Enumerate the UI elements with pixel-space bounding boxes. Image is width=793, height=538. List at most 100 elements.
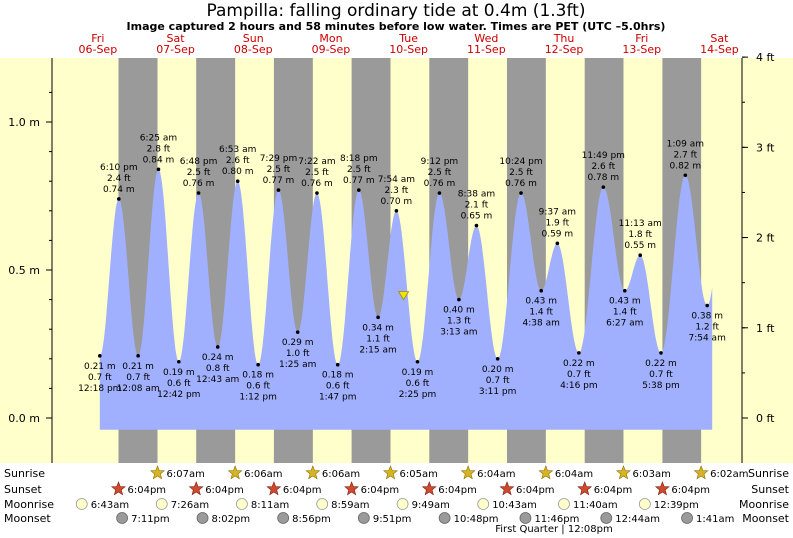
sunset-icon <box>110 481 126 496</box>
moonset-time: 8:56pm <box>292 514 331 525</box>
extreme-label: 0.6 ft <box>406 379 430 389</box>
extreme-label: 6:53 am <box>219 145 256 155</box>
moonrise-time: 9:49am <box>412 500 450 511</box>
extreme-point <box>117 197 121 201</box>
extreme-label: 11:49 pm <box>582 151 625 161</box>
moon-phase: First Quarter | 12:08pm <box>495 524 613 535</box>
sunrise-time: 6:04am <box>477 469 515 480</box>
sunrise-label-right: Sunrise <box>748 467 789 480</box>
moonrise-label-left: Moonrise <box>4 498 54 511</box>
day-date: 10-Sep <box>389 43 428 56</box>
day-date: 13-Sep <box>622 43 661 56</box>
extreme-label: 2:15 am <box>359 345 396 355</box>
moonrise-icon <box>396 498 409 510</box>
extreme-label: 0.55 m <box>624 241 656 251</box>
moonset-time: 11:46pm <box>534 514 579 525</box>
extreme-label: 2.4 ft <box>107 174 131 184</box>
sunset-icon <box>577 481 593 496</box>
extreme-label: 2.1 ft <box>465 201 489 211</box>
extreme-label: 1.1 ft <box>366 334 390 344</box>
sunset-time: 6:04pm <box>594 485 633 496</box>
extreme-label: 1.8 ft <box>628 230 652 240</box>
extreme-point <box>256 362 260 367</box>
day-date: 06-Sep <box>78 43 117 56</box>
moonset-time: 1:41am <box>696 514 734 525</box>
extreme-label: 12:42 pm <box>157 390 200 400</box>
extreme-label: 0.74 m <box>103 185 135 195</box>
moonset-icon <box>438 512 451 524</box>
day-headers: Fri06-SepSat07-SepSun08-SepMon09-SepTue1… <box>78 32 738 56</box>
extreme-point <box>555 241 560 246</box>
extreme-label: 12:18 pm <box>78 384 121 394</box>
extreme-label: 0.82 m <box>669 161 701 171</box>
extreme-point <box>335 362 340 367</box>
right-tick-label: 0 ft <box>756 412 775 425</box>
extreme-label: 10:24 pm <box>499 157 542 167</box>
moonrise-time: 8:11am <box>251 500 289 511</box>
moonset-time: 12:44am <box>615 514 660 525</box>
moonset-icon <box>600 512 613 524</box>
extreme-point <box>315 191 319 195</box>
extreme-label: 0.77 m <box>263 176 295 186</box>
sunrise-time: 6:06am <box>244 469 282 480</box>
sunset-time: 6:04pm <box>438 485 477 496</box>
sunrise-icon <box>460 465 476 480</box>
extreme-point <box>705 303 709 308</box>
extreme-label: 0.78 m <box>587 173 619 183</box>
day-date: 09-Sep <box>312 43 351 56</box>
left-tick-label: 0.5 m <box>8 264 40 277</box>
sunrise-icon <box>305 465 321 480</box>
moonset-icon <box>681 512 693 524</box>
extreme-label: 1:47 pm <box>319 393 357 403</box>
extreme-label: 11:13 am <box>619 219 662 229</box>
extreme-label: 0.21 m <box>84 362 116 372</box>
extreme-label: 0.22 m <box>563 359 595 369</box>
sunrise-icon <box>382 465 399 480</box>
extreme-label: 2.3 ft <box>385 186 409 196</box>
extreme-label: 0.43 m <box>525 297 557 307</box>
extreme-point <box>539 288 544 293</box>
extreme-label: 2.5 ft <box>267 165 291 175</box>
right-margin <box>742 58 793 463</box>
moonrise-time: 10:43am <box>492 500 537 511</box>
extreme-label: 7:29 pm <box>260 154 298 164</box>
extreme-label: 1:09 am <box>667 139 704 149</box>
extreme-label: 1.9 ft <box>545 218 569 228</box>
extreme-label: 12:43 am <box>196 375 239 385</box>
day-name: Fri <box>91 32 104 45</box>
extreme-point <box>415 359 420 364</box>
extreme-label: 6:25 am <box>140 133 177 143</box>
extreme-point <box>98 354 102 358</box>
extreme-point <box>235 179 240 183</box>
extreme-point <box>177 359 181 364</box>
sunrise-icon <box>227 465 243 480</box>
extreme-label: 2.5 ft <box>305 168 329 178</box>
day-name: Tue <box>398 32 418 45</box>
extreme-point <box>437 191 442 195</box>
extreme-label: 0.24 m <box>202 353 234 363</box>
day-date: 07-Sep <box>156 43 195 56</box>
moonrise-time: 8:59am <box>331 500 369 511</box>
extreme-label: 0.76 m <box>505 179 537 189</box>
sunrise-icon <box>615 465 631 480</box>
extreme-label: 2:25 pm <box>399 390 437 400</box>
sunset-time: 6:04pm <box>283 485 322 496</box>
sunrise-label-left: Sunrise <box>4 467 45 480</box>
moonrise-icon <box>75 498 88 510</box>
sunset-time: 6:04pm <box>671 485 710 496</box>
moonrise-time: 6:43am <box>91 500 129 511</box>
extreme-label: 4:16 pm <box>560 381 598 391</box>
sunrise-time: 6:06am <box>322 469 360 480</box>
extreme-label: 1.3 ft <box>447 317 471 327</box>
extreme-point <box>474 223 479 228</box>
extreme-point <box>156 167 161 172</box>
sunset-label-right: Sunset <box>751 483 789 496</box>
extreme-label: 8:38 am <box>458 190 495 200</box>
axes: 1.0 m 0.5 m 0.0 m 4 ft 3 ft 2 ft 1 ft 0 ft <box>8 51 775 463</box>
day-name: Thu <box>553 32 575 45</box>
moonset-time: 8:02pm <box>212 514 251 525</box>
extreme-label: 0.84 m <box>143 155 175 165</box>
